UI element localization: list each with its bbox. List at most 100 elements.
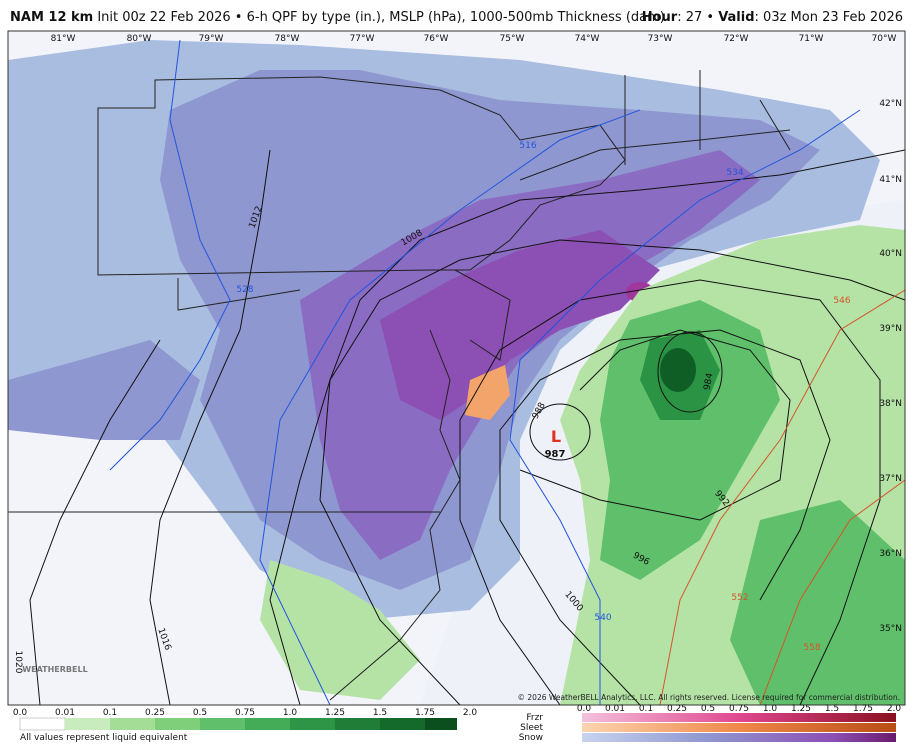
isobar [149, 149, 271, 705]
mixed-tick: 1.75 [853, 704, 873, 714]
latitude-label: 40°N [879, 249, 902, 259]
logo: WEATHERBELL [22, 665, 87, 674]
legend-note: All values represent liquid equivalent [20, 733, 188, 743]
isobar [657, 331, 723, 413]
longitude-label: 75°W [500, 34, 525, 44]
low-pressure: 987 [545, 449, 566, 460]
mixed-tick: 0.1 [639, 704, 653, 714]
latitude-label: 42°N [879, 99, 902, 109]
snow-heavier [380, 230, 660, 420]
legend-swatch [19, 717, 66, 731]
longitude-label: 73°W [648, 34, 673, 44]
labels: 81°W 80°W 79°W 78°W 77°W 76°W 75°W 74°W 73°W 72°W… [13, 34, 902, 743]
type-label: Sleet [520, 723, 543, 733]
thickness-label: 528 [236, 285, 253, 295]
longitude-label: 79°W [199, 34, 224, 44]
hour-label: Hour [642, 10, 678, 25]
rain-tick: 1.5 [373, 708, 387, 718]
md-border [177, 278, 301, 311]
latitude-label: 39°N [879, 324, 902, 334]
thickness-line [109, 39, 231, 471]
thickness-line [259, 109, 641, 705]
thickness-label: 558 [803, 643, 820, 653]
isobar [529, 403, 591, 461]
latitude-label: 38°N [879, 399, 902, 409]
rain-tick: 0.0 [13, 708, 28, 718]
hour-value: : 27 • [677, 10, 718, 25]
rain-tick: 1.75 [415, 708, 435, 718]
legend-swatch [380, 718, 425, 730]
rain-max [660, 348, 696, 392]
thickness-label: 534 [726, 168, 743, 178]
thickness-label: 552 [731, 593, 748, 603]
de-border [454, 269, 511, 361]
type-label: Snow [519, 733, 543, 743]
pa-ny-border [97, 76, 626, 276]
mixed-tick: 1.0 [763, 704, 778, 714]
rain-tick: 1.25 [325, 708, 345, 718]
copyright: © 2026 WeatherBELL Analytics, LLC. All r… [518, 693, 900, 702]
isobars [29, 149, 905, 705]
ne-borders [624, 70, 791, 165]
legend-swatch [425, 718, 457, 730]
map-body [8, 31, 905, 705]
rain-tick: 0.1 [103, 708, 117, 718]
latitude-label: 35°N [879, 624, 902, 634]
thickness-line [509, 109, 861, 705]
snow-bar [582, 733, 896, 742]
rain-tick: 0.5 [193, 708, 207, 718]
mixed-tick: 0.0 [577, 704, 592, 714]
longitude-label: 77°W [350, 34, 375, 44]
isobar [319, 239, 905, 705]
snow-heavy [300, 150, 760, 560]
isobar [519, 329, 791, 521]
thickness-label: 546 [833, 296, 850, 306]
longitude-label: 81°W [51, 34, 76, 44]
valid-value: : 03z Mon 23 Feb 2026 [755, 10, 903, 25]
legend-swatch [110, 718, 155, 730]
longitude-label: 78°W [275, 34, 300, 44]
rain-light-nc [260, 560, 420, 700]
isobar [499, 329, 831, 705]
frzr-bar [582, 713, 896, 722]
thickness-line [659, 289, 905, 705]
isobar-label: 1020 [13, 651, 23, 674]
mixed-tick: 0.5 [701, 704, 715, 714]
mixed-tick: 0.25 [667, 704, 687, 714]
latitude-label: 41°N [879, 175, 902, 185]
thickness-label: 516 [519, 141, 536, 151]
rain-moderate-se [730, 500, 905, 705]
latitude-label: 37°N [879, 474, 902, 484]
rain-tick: 0.75 [235, 708, 255, 718]
thickness [109, 39, 905, 705]
rain-tick: 0.25 [145, 708, 165, 718]
low-symbol: L [551, 427, 561, 446]
map-frame [7, 30, 906, 706]
legend-swatch [200, 718, 245, 730]
rain-tick: 1.0 [283, 708, 298, 718]
legend-swatch [245, 718, 290, 730]
type-label: Frzr [526, 713, 543, 723]
sleet [465, 365, 510, 420]
longitude-label: 74°W [575, 34, 600, 44]
longitude-label: 76°W [424, 34, 449, 44]
longitude-label: 80°W [127, 34, 152, 44]
mixed-tick: 2.0 [887, 704, 902, 714]
mixed-tick: 0.75 [729, 704, 749, 714]
isobar [269, 149, 905, 705]
model-name: NAM 12 km [10, 10, 93, 25]
latitude-label: 36°N [879, 549, 902, 559]
legend-swatch [335, 718, 380, 730]
rain-tick: 2.0 [463, 708, 478, 718]
rain-tick: 0.01 [55, 708, 75, 718]
legend [19, 713, 896, 742]
isobar-label: 984 [703, 372, 716, 391]
header-right: Hour: 27 • Valid: 03z Mon 23 Feb 2026 [642, 10, 903, 25]
coast [329, 329, 461, 701]
mixed-tick: 1.25 [791, 704, 811, 714]
sleet-bar [582, 723, 896, 732]
mixed-tick: 0.01 [605, 704, 625, 714]
borders [8, 70, 791, 701]
